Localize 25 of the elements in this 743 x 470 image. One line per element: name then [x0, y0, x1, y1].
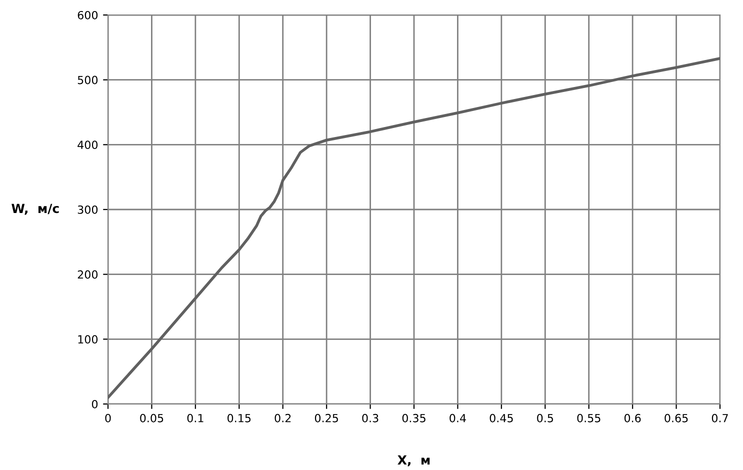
x-tick-label: 0.05 — [140, 414, 164, 422]
x-tick-label: 0.55 — [577, 414, 600, 422]
x-tick-label: 0.5 — [537, 414, 554, 422]
y-tick-label: 300 — [78, 205, 98, 214]
y-tick-label: 200 — [78, 270, 98, 279]
y-axis-title: W, м/с — [12, 204, 59, 215]
x-tick-label: 0.45 — [490, 414, 513, 422]
x-tick-label: 0.4 — [450, 414, 466, 422]
x-tick-label: 0.3 — [362, 414, 378, 422]
x-tick-label: 0 — [105, 414, 111, 422]
x-tick-label: 0.1 — [187, 414, 204, 422]
line-series — [108, 57, 720, 399]
y-tick-label: 100 — [78, 335, 98, 344]
x-tick-label: 0.25 — [314, 414, 338, 422]
x-tick-label: 0.2 — [274, 414, 291, 422]
x-tick-label: 0.7 — [712, 414, 728, 422]
x-tick-label: 0.65 — [664, 414, 688, 422]
y-tick-label: 500 — [78, 76, 98, 84]
y-tick-label: 600 — [78, 10, 98, 20]
x-tick-label: 0.15 — [228, 414, 251, 422]
x-axis-title: X, м — [398, 455, 430, 466]
x-tick-label: 0.6 — [624, 414, 641, 422]
y-tick-label: 0 — [92, 400, 98, 408]
x-tick-label: 0.35 — [402, 414, 426, 422]
y-tick-label: 400 — [78, 140, 98, 150]
